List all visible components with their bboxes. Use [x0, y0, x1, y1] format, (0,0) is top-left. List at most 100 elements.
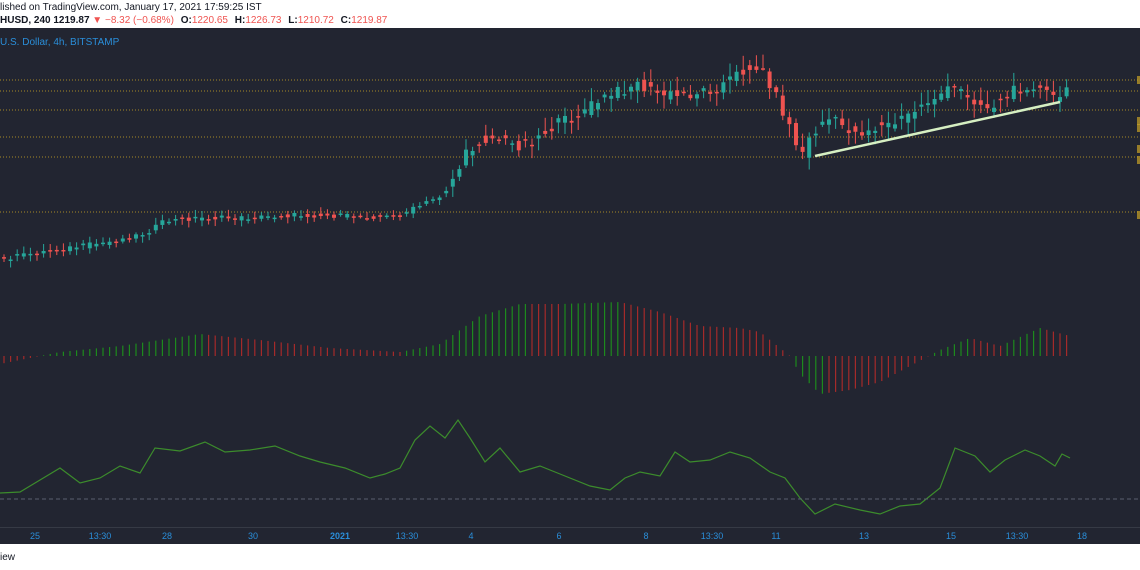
candle-body: [285, 214, 290, 218]
candle-body: [74, 247, 79, 250]
symbol-label: HUSD, 240: [0, 15, 51, 26]
candle-body: [596, 103, 600, 110]
candle-body: [734, 71, 739, 81]
candle-body: [180, 217, 185, 219]
candle-body: [272, 217, 277, 220]
candle-body: [721, 82, 726, 93]
candle-body: [186, 217, 191, 221]
candle-body: [345, 213, 350, 218]
time-axis-tick: 11: [771, 531, 781, 541]
time-axis-tick: 18: [1076, 531, 1088, 541]
published-info: lished on TradingView.com, January 17, 2…: [0, 2, 262, 13]
candle-body: [404, 212, 409, 214]
candle-body: [497, 139, 501, 142]
candle-body: [602, 94, 607, 98]
last-price: 1219.87: [53, 15, 90, 26]
candle-body: [470, 150, 475, 156]
price-scale-marker: [1137, 124, 1140, 132]
candle-body: [952, 86, 957, 88]
candle-body: [899, 115, 904, 119]
candle-body: [325, 213, 330, 216]
candle-body: [312, 215, 317, 218]
candle-body: [41, 250, 46, 254]
trendline: [814, 100, 1061, 158]
candle-body: [35, 253, 39, 256]
candle-body: [536, 135, 541, 139]
open-value: 1220.65: [191, 15, 228, 26]
time-axis-tick: 15: [945, 531, 957, 541]
time-axis[interactable]: 25 13:30 28 30 2021 13:30 4 6 8 13:30 11 13 15 13:30 1…: [0, 527, 1140, 544]
candle-body: [101, 242, 105, 245]
price-chart-canvas[interactable]: [0, 28, 1140, 527]
footer: iew: [0, 544, 1140, 570]
candle-body: [978, 100, 983, 105]
candle-body: [378, 215, 383, 217]
price-scale-marker: [1137, 211, 1140, 219]
candle-body: [153, 224, 158, 231]
candle-body: [767, 71, 772, 89]
candle-body: [259, 215, 264, 219]
chart-pane[interactable]: U.S. Dollar, 4h, BITSTAMP: [0, 28, 1140, 543]
candle-body: [503, 135, 508, 139]
candle-body: [1005, 96, 1010, 99]
candle-body: [424, 201, 429, 204]
candle-body: [780, 95, 785, 116]
candle-body: [530, 144, 534, 147]
candle-body: [919, 104, 924, 107]
candle-body: [365, 218, 369, 220]
candle-body: [912, 111, 917, 119]
candle-body: [398, 215, 402, 217]
candle-body: [774, 87, 779, 93]
low-value: 1210.72: [297, 15, 334, 26]
close-value: 1219.87: [351, 15, 388, 26]
candle-body: [728, 76, 732, 80]
candle-body: [239, 216, 244, 221]
candle-body: [813, 133, 818, 136]
candle-body: [648, 82, 653, 87]
oscillator-line: [0, 418, 1071, 515]
candle-body: [107, 241, 112, 245]
candle-body: [523, 139, 528, 141]
candle-body: [120, 238, 125, 242]
candle-body: [879, 122, 884, 126]
candle-body: [556, 118, 561, 123]
candle-body: [246, 219, 251, 221]
candle-body: [54, 249, 59, 252]
candle-body: [134, 234, 138, 239]
candle-body: [200, 217, 204, 221]
candle-body: [457, 169, 462, 177]
candle-body: [338, 213, 343, 215]
open-label: O:: [180, 15, 192, 26]
symbol-info-line: HUSD, 240 1219.87 ▼ −8.32 (−0.68%) O:122…: [0, 15, 387, 26]
candle-body: [860, 132, 864, 136]
candle-body: [1038, 85, 1043, 88]
price-scale-marker: [1137, 117, 1140, 125]
candle-body: [8, 259, 13, 262]
candle-body: [708, 91, 713, 94]
candle-body: [299, 216, 303, 218]
candle-body: [609, 95, 614, 99]
candle-body: [959, 89, 963, 92]
candle-body: [450, 178, 455, 187]
candle-body: [576, 116, 581, 118]
candle-body: [332, 214, 336, 218]
candle-body: [15, 254, 20, 256]
candle-body: [292, 212, 297, 217]
footer-text: iew: [0, 552, 16, 563]
candle-body: [28, 253, 33, 256]
time-axis-tick: 6: [556, 531, 562, 541]
candle-body: [411, 206, 416, 214]
candle-body: [114, 241, 119, 244]
candle-body: [1025, 90, 1029, 93]
candle-body: [2, 257, 6, 259]
candle-body: [1058, 97, 1062, 102]
candle-body: [477, 144, 482, 146]
candle-body: [985, 104, 990, 109]
time-axis-tick: 2021: [329, 531, 351, 541]
candle-body: [761, 68, 765, 70]
candle-body: [807, 137, 812, 158]
candle-body: [160, 220, 165, 225]
candle-body: [1011, 85, 1016, 100]
candle-body: [127, 238, 132, 240]
candle-body: [754, 66, 759, 70]
